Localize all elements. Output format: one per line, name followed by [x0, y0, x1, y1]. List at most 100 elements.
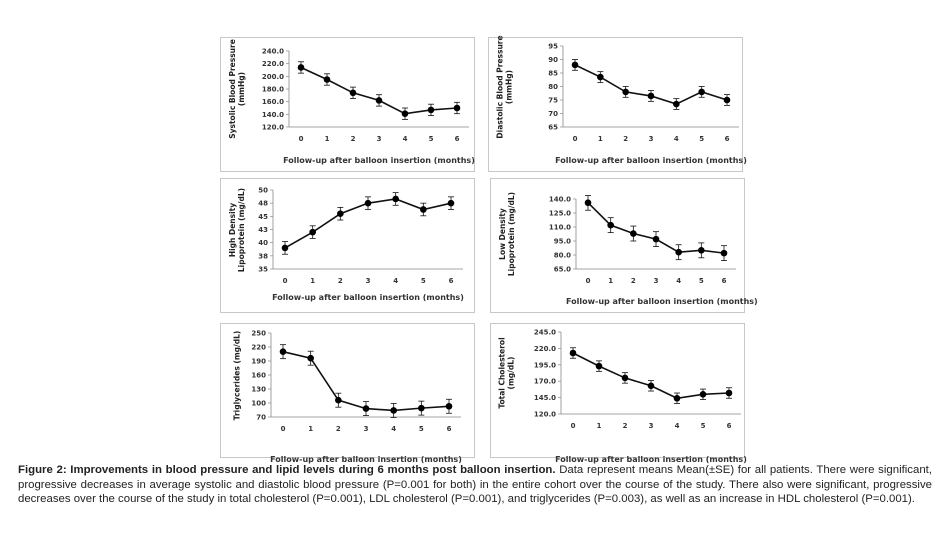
x-tick-label: 5: [419, 425, 424, 433]
y-tick-label: 95: [548, 43, 558, 51]
y-tick-label: 110.0: [549, 224, 571, 232]
chart-panel-hdl: 50 48 45 43 40 38 35 0 1 2 3 4 5 6 High Density Lipopro…: [220, 178, 475, 313]
data-point: [699, 391, 707, 398]
x-tick-label: 6: [727, 422, 732, 430]
data-point: [375, 97, 383, 104]
y-tick-label: 85: [548, 70, 558, 78]
chart-svg: 250 220 190 160 130 100 70 0 1 2 3 4 5 6: [251, 330, 461, 433]
data-point: [652, 235, 660, 243]
data-point: [349, 89, 357, 97]
x-tick-label: 3: [654, 277, 659, 285]
x-tick-label: 6: [725, 135, 730, 143]
y-tick-label: 160.0: [262, 98, 284, 106]
x-tick-label: 4: [393, 277, 398, 285]
x-tick-label: 6: [722, 277, 727, 285]
data-point: [569, 349, 577, 357]
data-point: [725, 389, 733, 397]
y-tick-label: 70: [256, 414, 266, 422]
x-tick-label: 4: [674, 135, 679, 143]
x-tick-label: 4: [676, 277, 681, 285]
data-point: [647, 382, 655, 390]
y-axis-label: High Density Lipoprotein (mg/dL): [228, 187, 246, 272]
chart-panel-triglycerides: 250 220 190 160 130 100 70 0 1 2 3 4 5 6 Triglycerides…: [220, 323, 475, 464]
x-tick-label: 6: [447, 425, 452, 433]
data-point: [447, 199, 455, 207]
y-tick-label: 220: [251, 344, 266, 352]
x-tick-label: 2: [336, 425, 341, 433]
x-tick-label: 1: [308, 425, 313, 433]
data-point: [698, 247, 705, 254]
y-tick-label: 120.0: [534, 411, 556, 419]
data-point: [607, 221, 614, 229]
y-tick-label: 90: [548, 56, 558, 64]
data-point: [621, 374, 629, 382]
x-tick-label: 3: [377, 135, 382, 143]
data-point: [364, 199, 372, 207]
y-tick-label: 43: [258, 226, 268, 234]
data-point: [392, 195, 399, 203]
y-tick-label: 45: [258, 213, 268, 221]
y-axis-label: Total Cholesterol (mg/dL): [498, 337, 516, 409]
x-tick-label: 5: [421, 277, 426, 285]
x-axis-label: Follow-up after balloon insertion (month…: [555, 156, 747, 165]
data-point: [401, 110, 409, 117]
data-point: [597, 73, 604, 81]
y-tick-label: 50: [258, 187, 268, 195]
y-tick-label: 40: [258, 239, 268, 247]
chart-svg: 245.0 220.0 195.0 170.0 145.0 120.0 0 1 2 3 4 5 6: [534, 329, 741, 430]
figure-caption: Figure 2: Improvements in blood pressure…: [18, 463, 932, 507]
y-tick-label: 70: [548, 110, 558, 118]
chart-panel-total-cholesterol: 245.0 220.0 195.0 170.0 145.0 120.0 0 1 2 3 4 5 6 Tot…: [490, 323, 747, 464]
y-tick-label: 130: [251, 386, 266, 394]
chart-svg: 140.0 125.0 110.0 95.0 80.0 65.0 0 1 2 3 4 5 6: [549, 195, 736, 285]
x-tick-label: 1: [310, 277, 315, 285]
x-tick-label: 2: [351, 135, 356, 143]
x-axis-label: Follow-up after balloon insertion (month…: [272, 293, 464, 302]
x-tick-label: 2: [623, 422, 628, 430]
y-tick-label: 125.0: [549, 210, 571, 218]
y-axis-label: Systolic Blood Pressure (mmHg): [228, 39, 247, 139]
x-tick-label: 5: [429, 135, 434, 143]
x-tick-label: 0: [281, 425, 286, 433]
x-tick-label: 1: [597, 422, 602, 430]
y-tick-label: 65: [548, 124, 558, 132]
x-tick-label: 0: [586, 277, 591, 285]
data-point: [622, 88, 629, 96]
x-tick-label: 4: [675, 422, 680, 430]
y-axis-label: Triglycerides (mg/dL): [232, 330, 242, 420]
data-point: [723, 96, 731, 104]
y-tick-label: 140.0: [549, 196, 571, 204]
y-axis-label: Low Density Lipoprotein (mg/dL): [498, 191, 516, 277]
data-point: [595, 362, 603, 370]
y-tick-label: 180.0: [262, 86, 284, 94]
data-point: [390, 407, 397, 414]
data-point: [309, 228, 316, 236]
data-point: [675, 248, 682, 256]
x-tick-label: 3: [649, 422, 654, 430]
chart-panel-diastolic: 95 90 85 80 75 70 65 0 1 2 3 4 5 6 Diastolic Blood Pre…: [488, 34, 747, 172]
data-point: [720, 249, 728, 257]
y-tick-label: 240.0: [262, 48, 284, 56]
data-point: [698, 88, 705, 96]
y-tick-label: 75: [548, 97, 558, 105]
y-tick-label: 120.0: [262, 124, 284, 132]
y-tick-label: 190: [251, 358, 266, 366]
caption-text: Data represent means Mean(±SE) for all p…: [18, 464, 932, 506]
y-tick-label: 170.0: [534, 378, 556, 386]
x-tick-label: 1: [608, 277, 613, 285]
data-point: [571, 61, 579, 69]
data-point: [420, 206, 427, 213]
x-tick-label: 2: [338, 277, 343, 285]
y-tick-label: 95.0: [554, 238, 571, 246]
y-tick-label: 80.0: [554, 252, 571, 260]
data-point: [323, 76, 331, 83]
data-point: [297, 64, 305, 71]
y-tick-label: 160: [251, 372, 266, 380]
data-point: [647, 92, 655, 100]
x-tick-label: 6: [449, 277, 454, 285]
y-tick-label: 38: [258, 252, 268, 260]
y-tick-label: 48: [258, 200, 268, 208]
y-axis-label: Diastolic Blood Pressure (mmHg): [496, 34, 515, 139]
x-tick-label: 6: [455, 135, 460, 143]
x-axis-label: Follow-up after balloon insertion (month…: [270, 455, 462, 464]
